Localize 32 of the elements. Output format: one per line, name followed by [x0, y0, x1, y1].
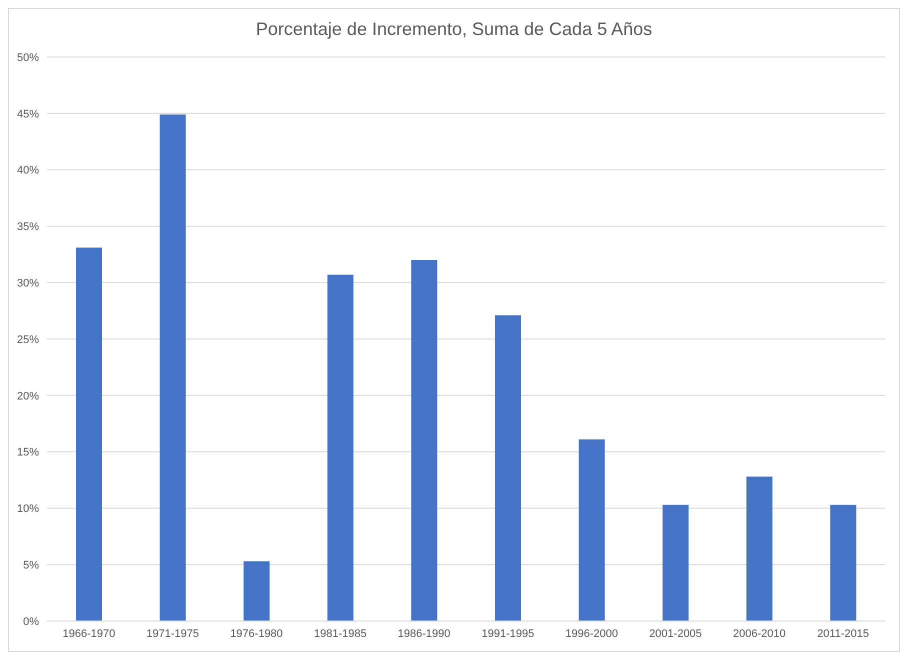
bar [662, 504, 689, 621]
y-tick-label: 40% [16, 164, 40, 177]
x-tick-label: 2001-2005 [649, 628, 702, 640]
x-tick-label: 1996-2000 [565, 628, 618, 640]
chart-title: Porcentaje de Incremento, Suma de Cada 5 Años [254, 18, 654, 41]
x-tick-label: 1991-1995 [482, 628, 534, 640]
y-tick-label: 20% [16, 390, 40, 402]
bar [830, 504, 856, 621]
y-tick-label: 10% [16, 503, 40, 516]
y-tick-label: 15% [16, 446, 40, 459]
bar [746, 476, 772, 621]
x-tick-label: 1986-1990 [398, 628, 450, 640]
y-tick-label: 30% [16, 278, 40, 290]
bar [578, 439, 605, 621]
x-tick-label: 1976-1980 [230, 628, 283, 640]
y-tick-label: 50% [16, 52, 40, 64]
x-tick-label: 1981-1985 [314, 628, 367, 640]
y-tick-label: 35% [16, 221, 40, 234]
x-tick-label: 2006-2010 [732, 628, 786, 640]
bar [411, 260, 438, 621]
bar [327, 274, 354, 621]
x-tick-label: 1971-1975 [146, 628, 200, 640]
y-tick-label: 45% [16, 108, 40, 120]
y-tick-label: 25% [16, 334, 40, 346]
bar [76, 248, 102, 621]
x-tick-label: 2011-2015 [817, 628, 869, 640]
x-tick-label: 1966-1970 [62, 628, 116, 640]
y-tick-label: 0% [23, 616, 40, 628]
bar [495, 315, 521, 621]
bar [244, 561, 270, 621]
y-tick-label: 5% [23, 560, 40, 572]
bar [160, 114, 186, 621]
